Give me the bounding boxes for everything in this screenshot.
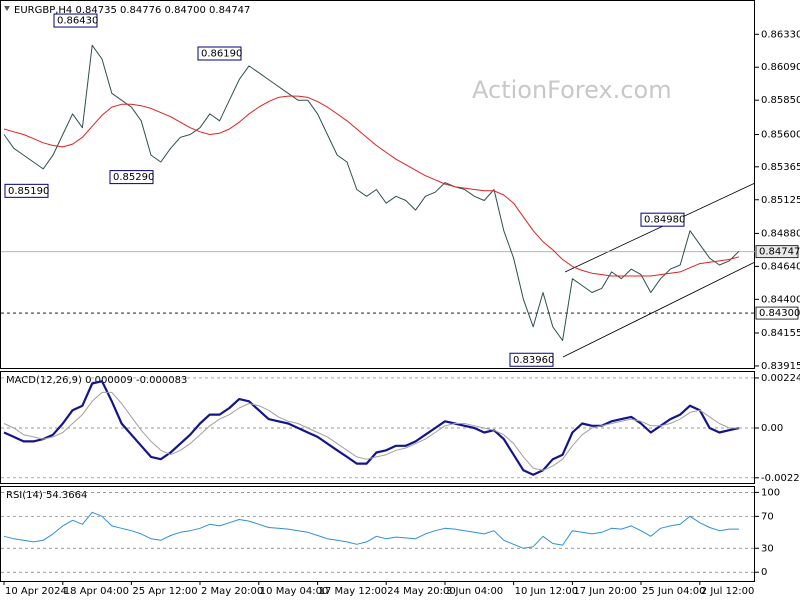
- x-tick-label: 24 May 20:00: [387, 586, 456, 597]
- annotation-box: [509, 352, 554, 367]
- y-tick-label: 30: [761, 543, 774, 554]
- level-label: 0.84300: [759, 308, 800, 319]
- annotation-label: 0.86190: [201, 49, 242, 60]
- last-price-box: [755, 245, 799, 259]
- series-line: [3, 44, 740, 341]
- channel-lower: [562, 261, 756, 358]
- x-tick-label: 2 May 20:00: [201, 586, 263, 597]
- x-tick-label: 3 Jun 04:00: [446, 586, 503, 597]
- annotation-label: 0.84980: [644, 215, 685, 226]
- title-icon: [4, 6, 10, 11]
- x-tick-label: 17 Jun 20:00: [573, 586, 637, 597]
- annotation-box: [109, 170, 154, 185]
- y-tick-label: 0.85850: [761, 95, 800, 106]
- x-tick-label: 10 Apr 2024: [5, 586, 67, 597]
- x-tick-label: 10 May 04:00: [260, 586, 329, 597]
- annotation-label: 0.85190: [8, 186, 49, 197]
- rsi-title: RSI(14) 54.3664: [6, 490, 87, 501]
- y-tick-label: 0.83915: [761, 361, 800, 372]
- y-tick-label: 0.85600: [761, 130, 800, 141]
- y-tick-label: -0.002236: [761, 473, 800, 484]
- y-tick-label: 0.84880: [761, 228, 800, 239]
- y-tick-label: 100: [761, 487, 780, 498]
- y-tick-label: 0.84155: [761, 328, 800, 339]
- x-tick-label: 17 May 12:00: [319, 586, 388, 597]
- annotation-label: 0.86430: [57, 16, 98, 27]
- annotation-box: [53, 13, 98, 28]
- rsi-panel: [0, 486, 755, 582]
- y-tick-label: 0.85365: [761, 162, 800, 173]
- annotation-box: [640, 212, 685, 227]
- channel-upper: [564, 182, 756, 273]
- y-tick-label: 0.00: [761, 423, 783, 434]
- y-tick-label: 0.84400: [761, 294, 800, 305]
- chart-title: EURGBP,H4 0.84735 0.84776 0.84700 0.8474…: [14, 5, 250, 16]
- annotation-box: [197, 46, 242, 61]
- annotation-label: 0.85290: [113, 172, 154, 183]
- level-box: [755, 306, 799, 320]
- x-tick-label: 18 Apr 04:00: [64, 586, 129, 597]
- y-tick-label: 0.85125: [761, 195, 800, 206]
- series-line: [3, 511, 739, 549]
- x-tick-label: 25 Apr 12:00: [132, 586, 197, 597]
- y-tick-label: 0: [761, 567, 767, 578]
- y-tick-label: 0.86090: [761, 62, 800, 73]
- x-tick-label: 2 Jul 12:00: [701, 586, 755, 597]
- x-tick-label: 25 Jun 04:00: [642, 586, 706, 597]
- y-tick-label: 70: [761, 511, 774, 522]
- y-tick-label: 0.002248: [761, 373, 800, 384]
- series-line: [3, 391, 739, 471]
- watermark: ActionForex.com: [472, 76, 672, 104]
- annotation-box: [4, 183, 49, 198]
- macd-panel: [0, 371, 755, 484]
- last-price-label: 0.84747: [759, 247, 800, 258]
- series-line: [3, 95, 740, 277]
- y-tick-label: 0.86330: [761, 29, 800, 40]
- macd-title: MACD(12,26,9) 0.000009 -0.000083: [6, 375, 187, 386]
- price-panel: [0, 0, 755, 369]
- x-tick-label: 10 Jun 12:00: [515, 586, 579, 597]
- y-tick-label: 0.84640: [761, 261, 800, 272]
- annotation-label: 0.83960: [513, 355, 554, 366]
